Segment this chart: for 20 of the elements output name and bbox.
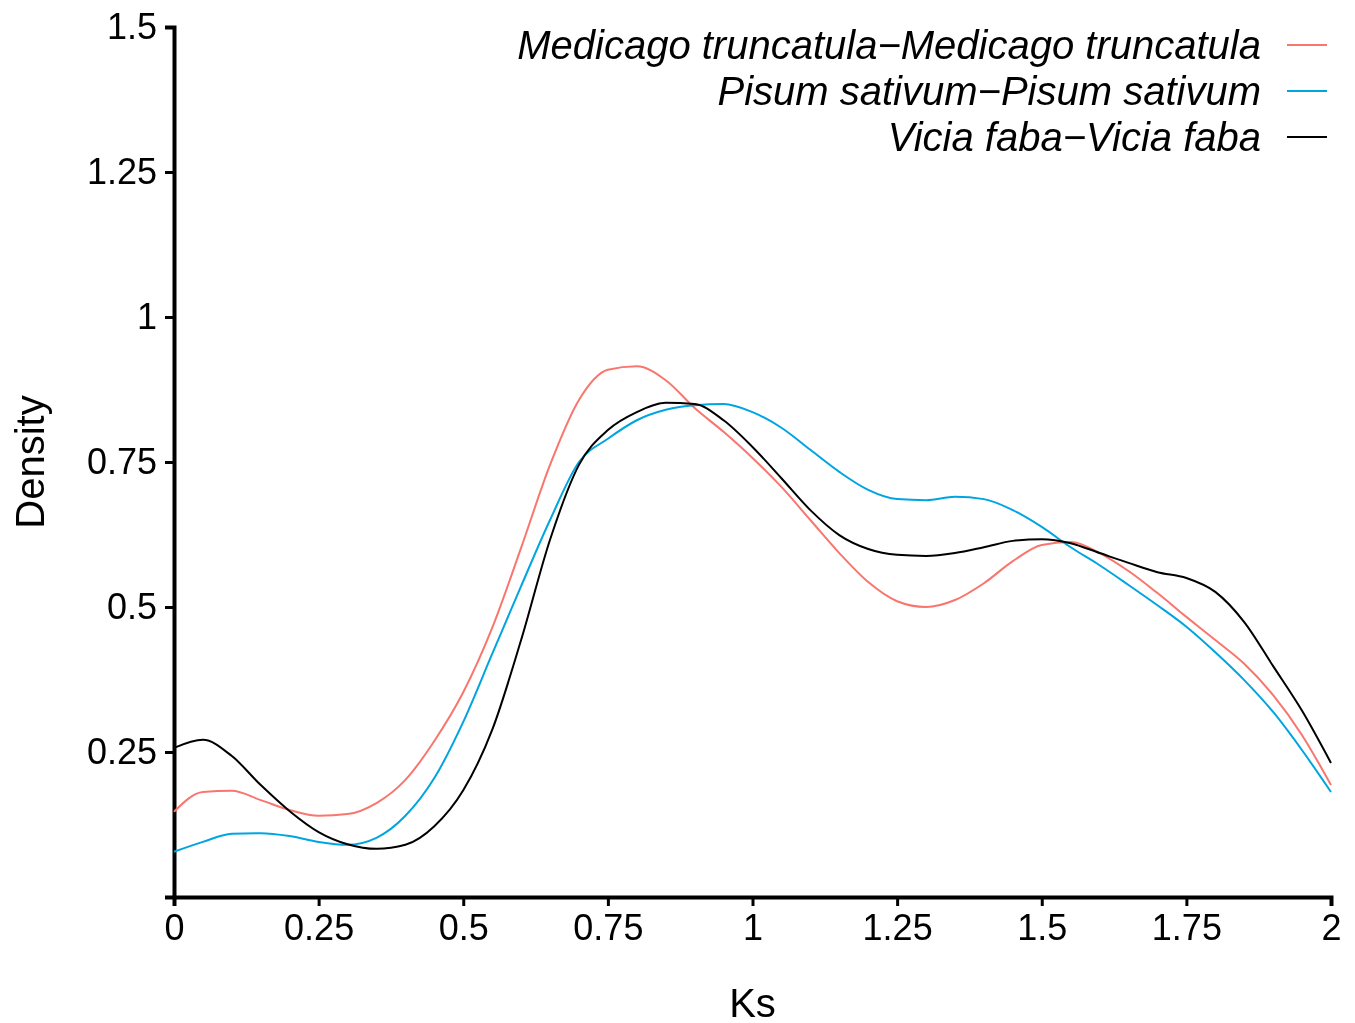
x-tick-label: 1.25 — [862, 906, 933, 948]
x-tick-label: 1.75 — [1151, 906, 1222, 948]
x-tick-label: 0.75 — [573, 906, 644, 948]
y-tick-label: 1 — [136, 296, 157, 338]
x-tick-label: 1.5 — [1017, 906, 1068, 948]
x-tick-label: 2 — [1321, 906, 1342, 948]
legend-label: Vicia faba−Vicia faba — [887, 115, 1261, 159]
x-axis-title: Ks — [729, 981, 776, 1023]
x-tick-label: 1 — [742, 906, 764, 948]
legend-label: Medicago truncatula−Medicago truncatula — [517, 23, 1261, 67]
y-axis-title: Density — [8, 395, 52, 529]
x-tick-label: 0.5 — [438, 906, 489, 948]
y-tick-label: 0.5 — [106, 586, 157, 628]
x-tick-label: 0.25 — [284, 906, 355, 948]
y-tick-label: 0.75 — [86, 441, 157, 483]
y-tick-label: 0.25 — [86, 731, 157, 773]
legend-label: Pisum sativum−Pisum sativum — [717, 69, 1261, 113]
x-tick-label: 0 — [164, 906, 185, 948]
y-tick-label: 1.25 — [86, 151, 157, 193]
y-tick-label: 1.5 — [106, 6, 157, 48]
